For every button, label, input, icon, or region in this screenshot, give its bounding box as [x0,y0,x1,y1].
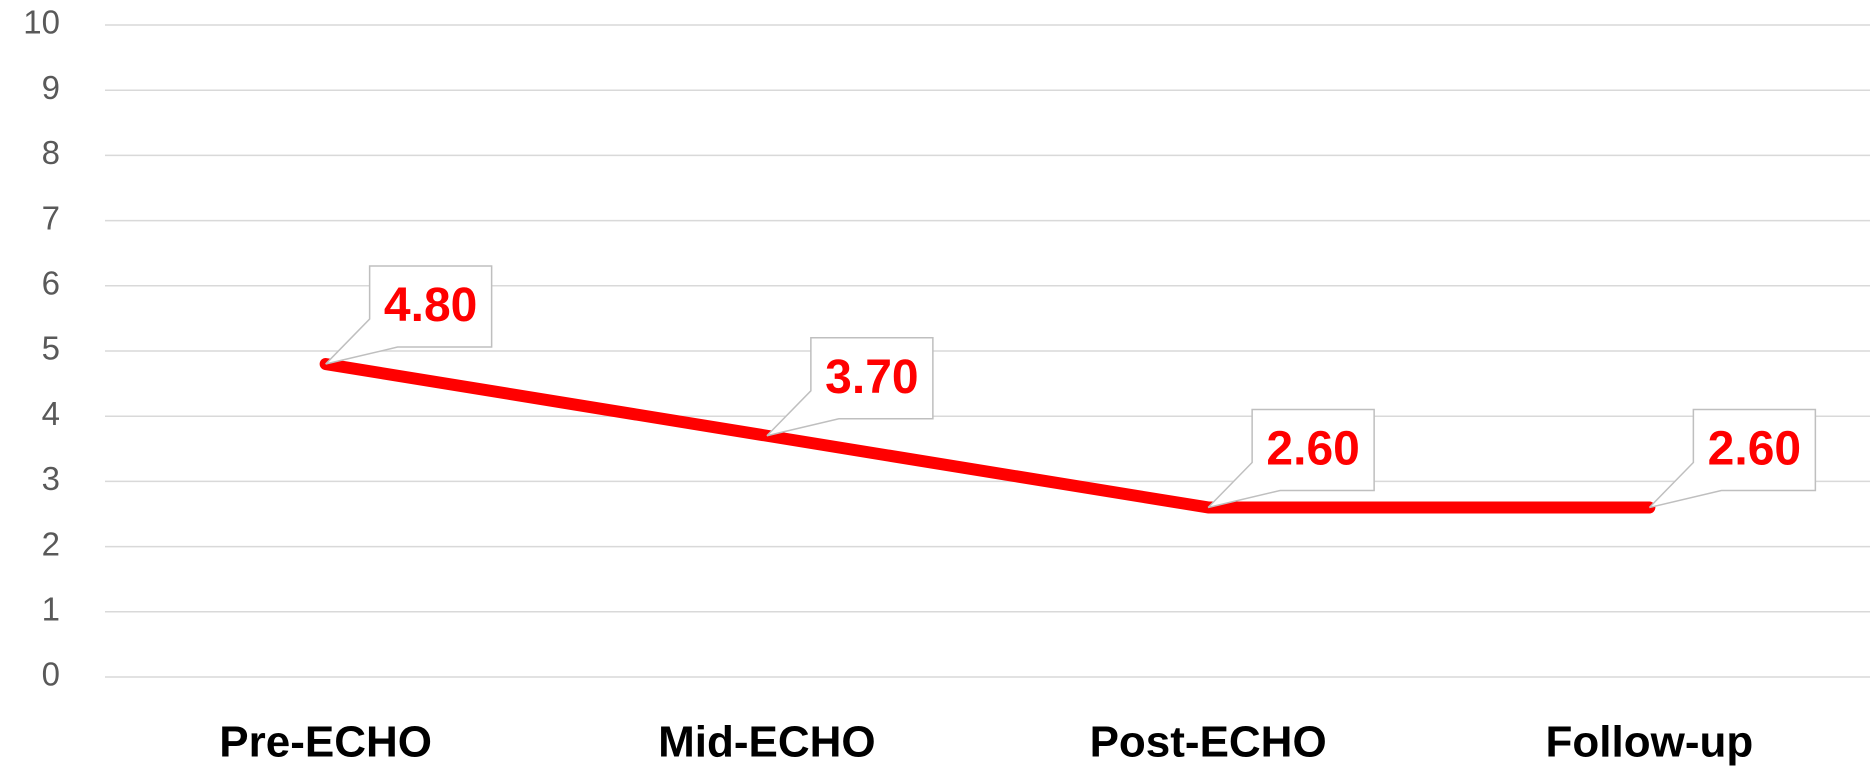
y-tick-label: 3 [42,460,60,497]
x-tick-label: Post-ECHO [1090,718,1327,767]
line-series [319,358,1656,514]
y-tick-label: 5 [42,330,60,367]
y-tick-label: 8 [42,134,60,171]
y-tick-label: 10 [23,4,60,41]
data-label: 2.60 [1708,423,1801,476]
x-tick-label: Pre-ECHO [219,718,432,767]
label-callout [1207,408,1375,509]
y-tick-label: 9 [42,69,60,106]
x-tick-label: Mid-ECHO [658,718,876,767]
label-callout [325,265,493,365]
y-tick-label: 4 [42,395,60,432]
y-tick-label: 2 [42,525,60,562]
data-label: 4.80 [384,279,477,332]
label-callout [1648,408,1817,509]
y-tick-label: 6 [42,265,60,302]
data-label: 3.70 [825,351,918,404]
y-tick-label: 0 [42,656,60,693]
label-callout [766,337,934,437]
x-tick-label: Follow-up [1546,718,1754,767]
y-tick-label: 7 [42,199,60,236]
y-tick-label: 1 [42,591,60,628]
data-label: 2.60 [1266,423,1359,476]
